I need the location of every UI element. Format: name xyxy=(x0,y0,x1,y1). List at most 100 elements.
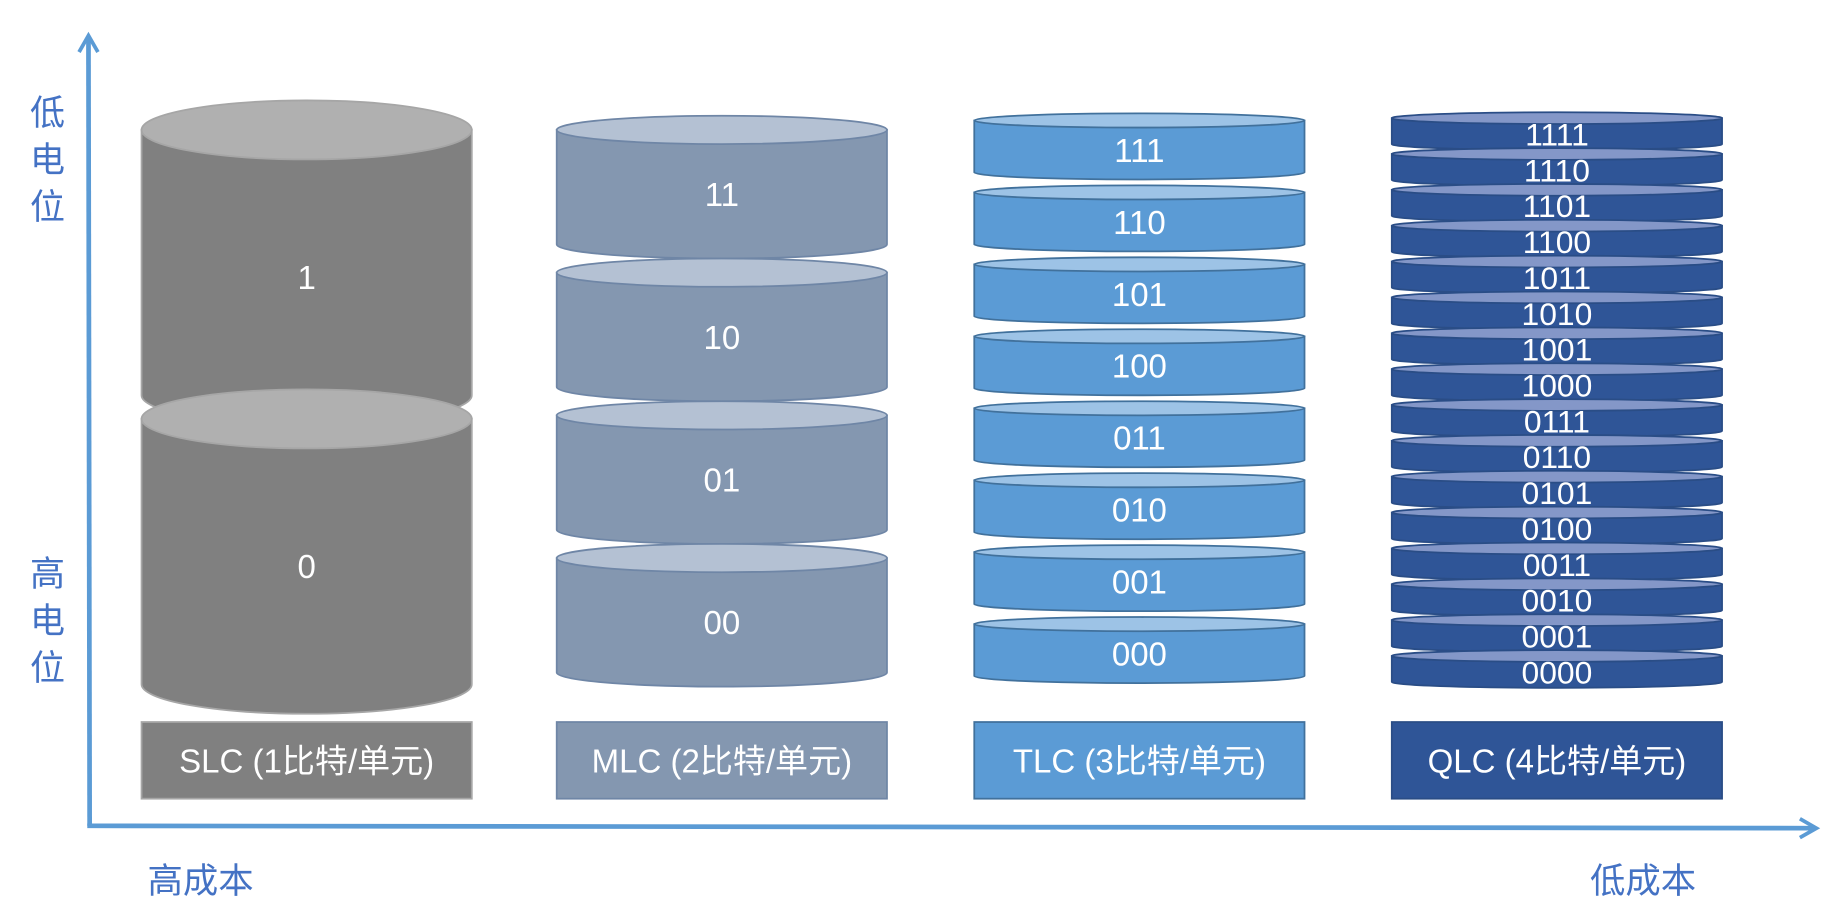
cell-state-0111: 0111 xyxy=(1390,398,1723,439)
cylinder-top xyxy=(555,543,888,574)
cylinder-body xyxy=(973,623,1306,684)
label-text: QLC (4比特/单元) xyxy=(1428,743,1687,780)
cylinder-top xyxy=(1390,326,1723,341)
cell-state-1: 1 xyxy=(140,99,473,426)
cell-type-label: QLC (4比特/单元) xyxy=(1390,721,1723,800)
cell-state-0100: 0100 xyxy=(1390,505,1723,547)
state-label: 1111 xyxy=(1525,117,1589,153)
state-label: 1110 xyxy=(1524,152,1590,188)
cylinder-top xyxy=(973,472,1306,489)
cylinder-top xyxy=(1390,362,1723,376)
cylinder-top xyxy=(555,114,888,145)
state-label: 010 xyxy=(1112,492,1167,529)
label-box xyxy=(1390,721,1723,800)
cylinder-top xyxy=(555,400,888,431)
y-axis-arrow xyxy=(77,31,100,826)
cylinder-top xyxy=(973,400,1306,417)
state-label: 10 xyxy=(703,319,740,356)
cylinder-body xyxy=(973,551,1306,613)
cell-state-01: 01 xyxy=(555,400,888,545)
state-label: 000 xyxy=(1112,636,1167,673)
x-left-label: 高成本 xyxy=(147,861,253,902)
cylinder-top xyxy=(140,388,473,450)
state-label: 00 xyxy=(703,604,740,641)
cylinder-body xyxy=(555,557,888,688)
cell-state-0011: 0011 xyxy=(1390,541,1723,583)
cell-state-10: 10 xyxy=(555,257,888,403)
cylinder-top xyxy=(1390,398,1723,412)
state-label: 0111 xyxy=(1524,403,1590,439)
column-tlc: 111 110 101 100 011 010 001 000 TLC (3比特/单元) xyxy=(973,112,1306,800)
cell-state-100: 100 xyxy=(973,328,1306,397)
state-label: 0110 xyxy=(1523,439,1591,475)
x-axis-arrow xyxy=(87,817,1821,840)
cell-type-label: MLC (2比特/单元) xyxy=(555,721,888,800)
cylinder-top xyxy=(1390,218,1723,233)
cylinder-top xyxy=(555,257,888,288)
cylinder-top xyxy=(973,544,1306,561)
cell-state-1011: 1011 xyxy=(1390,254,1723,296)
cell-type-label: SLC (1比特/单元) xyxy=(140,721,473,800)
cylinder-top xyxy=(1390,111,1723,125)
column-mlc: 11 10 01 00 MLC (2比特/单元) xyxy=(555,114,888,800)
cell-state-001: 001 xyxy=(973,544,1306,613)
state-label: 1 xyxy=(297,259,315,296)
cylinder-top xyxy=(140,99,473,161)
cell-state-1010: 1010 xyxy=(1390,290,1723,332)
cell-state-00: 00 xyxy=(555,543,888,688)
y-bottom-label: 高电位 xyxy=(24,555,64,696)
cell-state-0101: 0101 xyxy=(1390,469,1723,511)
y-top-label: 低电位 xyxy=(24,94,64,235)
cell-state-0110: 0110 xyxy=(1390,434,1723,475)
cylinder-top xyxy=(973,112,1306,129)
state-label: 0011 xyxy=(1523,547,1591,583)
state-label: 011 xyxy=(1113,420,1166,457)
cell-state-110: 110 xyxy=(973,184,1306,253)
cell-state-000: 000 xyxy=(973,616,1306,684)
cell-state-1101: 1101 xyxy=(1390,183,1723,224)
x-right-label: 低成本 xyxy=(1590,861,1696,902)
cell-state-0: 0 xyxy=(140,388,473,715)
cell-state-101: 101 xyxy=(973,256,1306,325)
cell-state-011: 011 xyxy=(973,400,1306,469)
state-label: 110 xyxy=(1113,204,1166,241)
cylinder-top xyxy=(1390,147,1723,161)
cylinder-top xyxy=(1390,577,1723,592)
state-label: 0 xyxy=(297,548,315,585)
cylinder-top xyxy=(1390,505,1723,520)
state-label: 0010 xyxy=(1522,583,1593,619)
cylinder-top xyxy=(1390,183,1723,197)
cell-state-010: 010 xyxy=(973,472,1306,541)
cylinder-top xyxy=(1390,290,1723,305)
state-label: 1101 xyxy=(1523,188,1591,224)
state-label: 1000 xyxy=(1522,368,1593,404)
cell-state-111: 111 xyxy=(973,112,1306,181)
state-label: 0100 xyxy=(1522,511,1593,547)
cell-state-1000: 1000 xyxy=(1390,362,1723,404)
cylinder-body xyxy=(140,418,473,715)
cell-state-1001: 1001 xyxy=(1390,326,1723,368)
cell-type-label: TLC (3比特/单元) xyxy=(973,721,1306,800)
cell-state-1100: 1100 xyxy=(1390,218,1723,260)
cylinder-top xyxy=(1390,649,1723,663)
cylinder-top xyxy=(1390,541,1723,556)
cell-state-1111: 1111 xyxy=(1390,111,1723,153)
state-label: 1100 xyxy=(1523,224,1591,260)
state-label: 1001 xyxy=(1522,332,1593,368)
state-label: 1011 xyxy=(1523,260,1591,296)
column-slc: 1 0 SLC (1比特/单元) xyxy=(140,99,473,800)
cell-state-1110: 1110 xyxy=(1390,147,1723,188)
cell-state-11: 11 xyxy=(555,114,888,260)
state-label: 111 xyxy=(1114,132,1164,169)
state-label: 01 xyxy=(703,462,740,499)
cylinder-top xyxy=(973,184,1306,201)
cylinder-top xyxy=(1390,469,1723,484)
cylinder-body xyxy=(1390,655,1723,689)
cylinder-body xyxy=(973,191,1306,253)
cylinder-top xyxy=(973,328,1306,345)
state-label: 100 xyxy=(1112,348,1167,385)
state-label: 0001 xyxy=(1522,619,1593,655)
cell-state-0001: 0001 xyxy=(1390,613,1723,655)
